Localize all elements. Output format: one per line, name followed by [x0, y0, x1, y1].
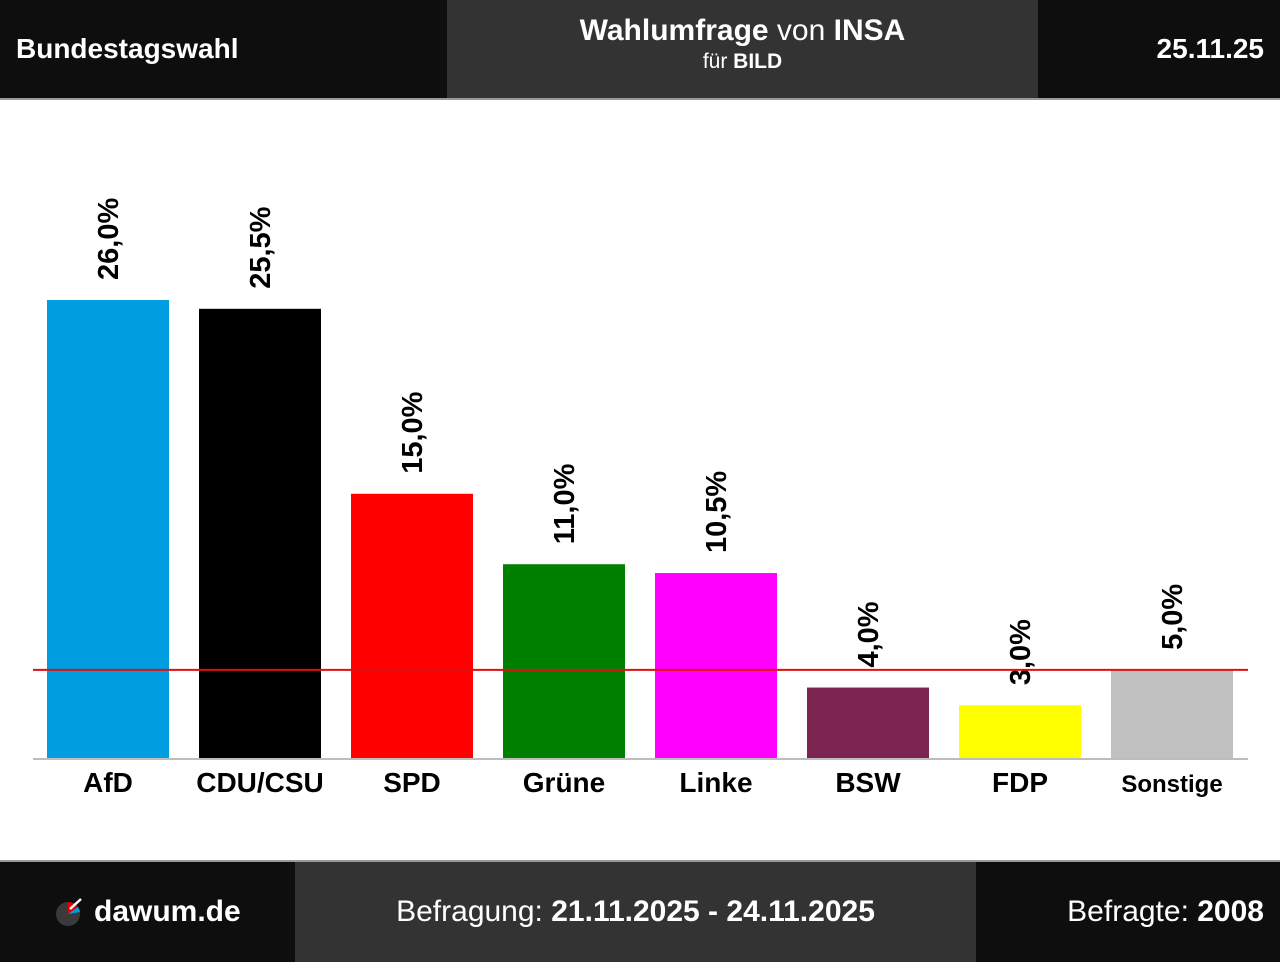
category-label-7: Sonstige: [1121, 771, 1222, 798]
footer-bar: dawum.de Befragung: 21.11.2025 - 24.11.2…: [0, 860, 1280, 962]
dawum-logo-icon: [56, 898, 82, 926]
poll-client: für BILD: [447, 48, 1038, 76]
category-label-6: FDP: [992, 767, 1048, 798]
value-label-5: 4,0%: [853, 601, 885, 667]
value-label-3: 11,0%: [549, 463, 581, 544]
respondents-count: 2008: [1197, 895, 1264, 928]
survey-period: Befragung: 21.11.2025 - 24.11.2025: [295, 862, 976, 962]
survey-label: Befragung:: [396, 895, 552, 928]
category-label-2: SPD: [383, 767, 441, 798]
category-label-0: AfD: [83, 767, 133, 798]
poll-title-von: von: [768, 14, 834, 47]
bar-4: [655, 573, 777, 758]
bar-5: [807, 687, 929, 758]
poll-title: Wahlumfrage von INSA: [447, 14, 1038, 48]
value-label-6: 3,0%: [1005, 619, 1037, 685]
poll-title-word: Wahlumfrage: [579, 14, 769, 47]
brand-name: dawum.de: [94, 895, 241, 928]
category-label-1: CDU/CSU: [196, 767, 324, 798]
bar-6: [959, 705, 1081, 758]
header-bar: Bundestagswahl Wahlumfrage von INSA für …: [0, 0, 1280, 100]
brand-link[interactable]: dawum.de: [54, 862, 241, 962]
respondents: Befragte: 2008: [1067, 862, 1264, 962]
client-prefix: für: [702, 50, 734, 73]
bar-chart: 26,0% AfD 25,5% CDU/CSU 15,0% SPD 11,0% Grüne 10…: [33, 198, 1248, 798]
category-label-5: BSW: [835, 767, 901, 798]
survey-dates: 21.11.2025 - 24.11.2025: [551, 895, 875, 928]
bar-2: [351, 493, 473, 758]
publish-date: 25.11.25: [1156, 33, 1264, 64]
bar-1: [199, 308, 321, 758]
bar-7: [1111, 669, 1233, 758]
client-name: BILD: [733, 50, 783, 73]
election-title: Bundestagswahl: [16, 33, 239, 64]
institute-name: INSA: [833, 14, 906, 47]
poll-title-box: Wahlumfrage von INSA für BILD: [447, 0, 1038, 98]
category-label-3: Grüne: [523, 767, 605, 798]
value-label-4: 10,5%: [701, 471, 733, 553]
value-label-0: 26,0%: [93, 198, 125, 280]
value-label-2: 15,0%: [397, 391, 429, 473]
value-label-7: 5,0%: [1157, 584, 1189, 650]
bar-0: [47, 300, 169, 758]
respondents-label: Befragte:: [1067, 895, 1198, 928]
value-label-1: 25,5%: [245, 206, 277, 288]
category-label-4: Linke: [679, 767, 752, 798]
bar-3: [503, 564, 625, 758]
